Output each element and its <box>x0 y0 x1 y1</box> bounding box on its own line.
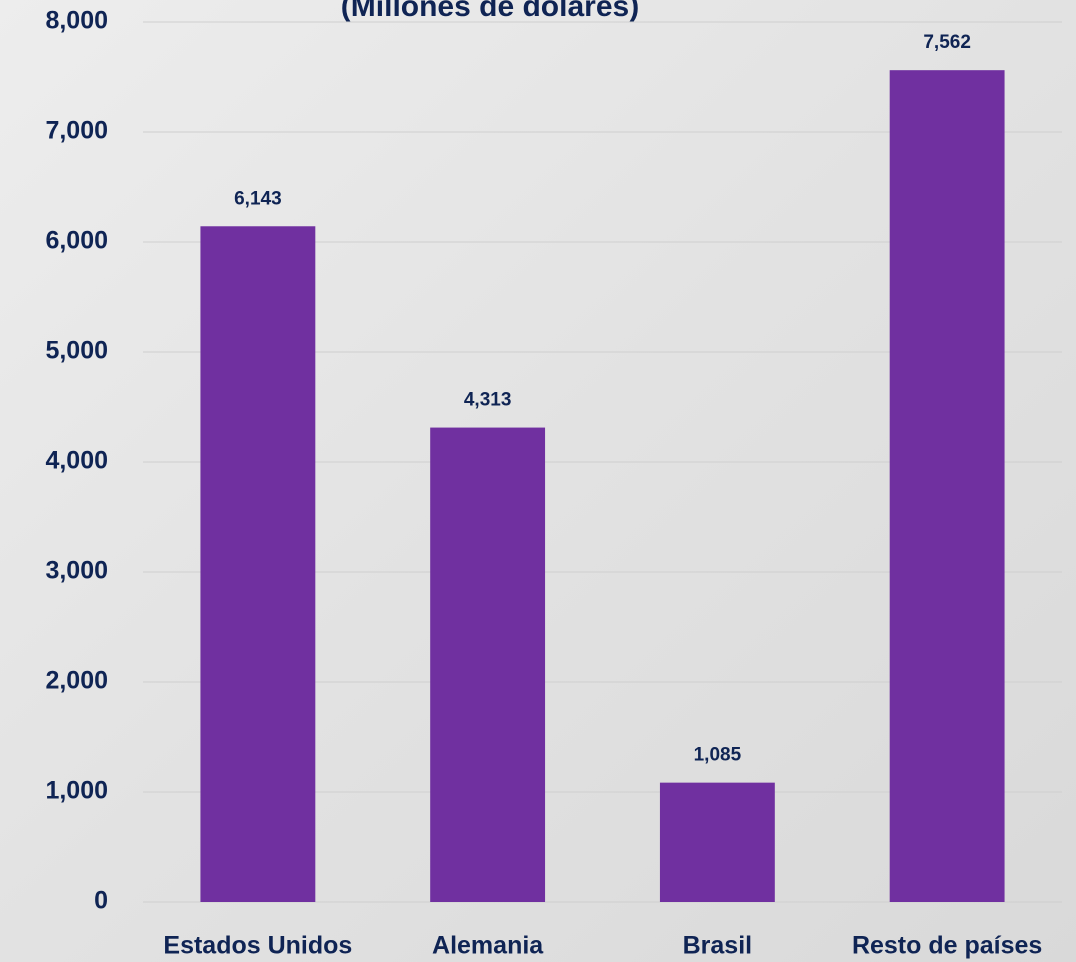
x-tick-label: Estados Unidos <box>163 932 352 960</box>
y-tick-label: 2,000 <box>45 667 108 695</box>
chart-title: (Millones de dólares) <box>341 0 639 23</box>
bar <box>200 226 316 902</box>
x-tick-label: Resto de países <box>852 932 1042 960</box>
y-tick-label: 6,000 <box>45 227 108 255</box>
data-label: 6,143 <box>234 188 282 209</box>
data-label: 1,085 <box>694 745 742 766</box>
data-label: 7,562 <box>923 32 971 53</box>
bar <box>430 427 546 902</box>
y-tick-label: 0 <box>94 887 108 915</box>
y-tick-label: 3,000 <box>45 557 108 585</box>
x-tick-label: Brasil <box>683 932 752 960</box>
y-tick-label: 5,000 <box>45 337 108 365</box>
y-tick-label: 1,000 <box>45 777 108 805</box>
y-tick-label: 7,000 <box>45 117 108 145</box>
y-tick-label: 4,000 <box>45 447 108 475</box>
data-label: 4,313 <box>464 390 512 411</box>
y-tick-label: 8,000 <box>45 7 108 35</box>
bar <box>659 782 775 902</box>
bar <box>889 70 1005 903</box>
x-tick-label: Alemania <box>432 932 544 960</box>
